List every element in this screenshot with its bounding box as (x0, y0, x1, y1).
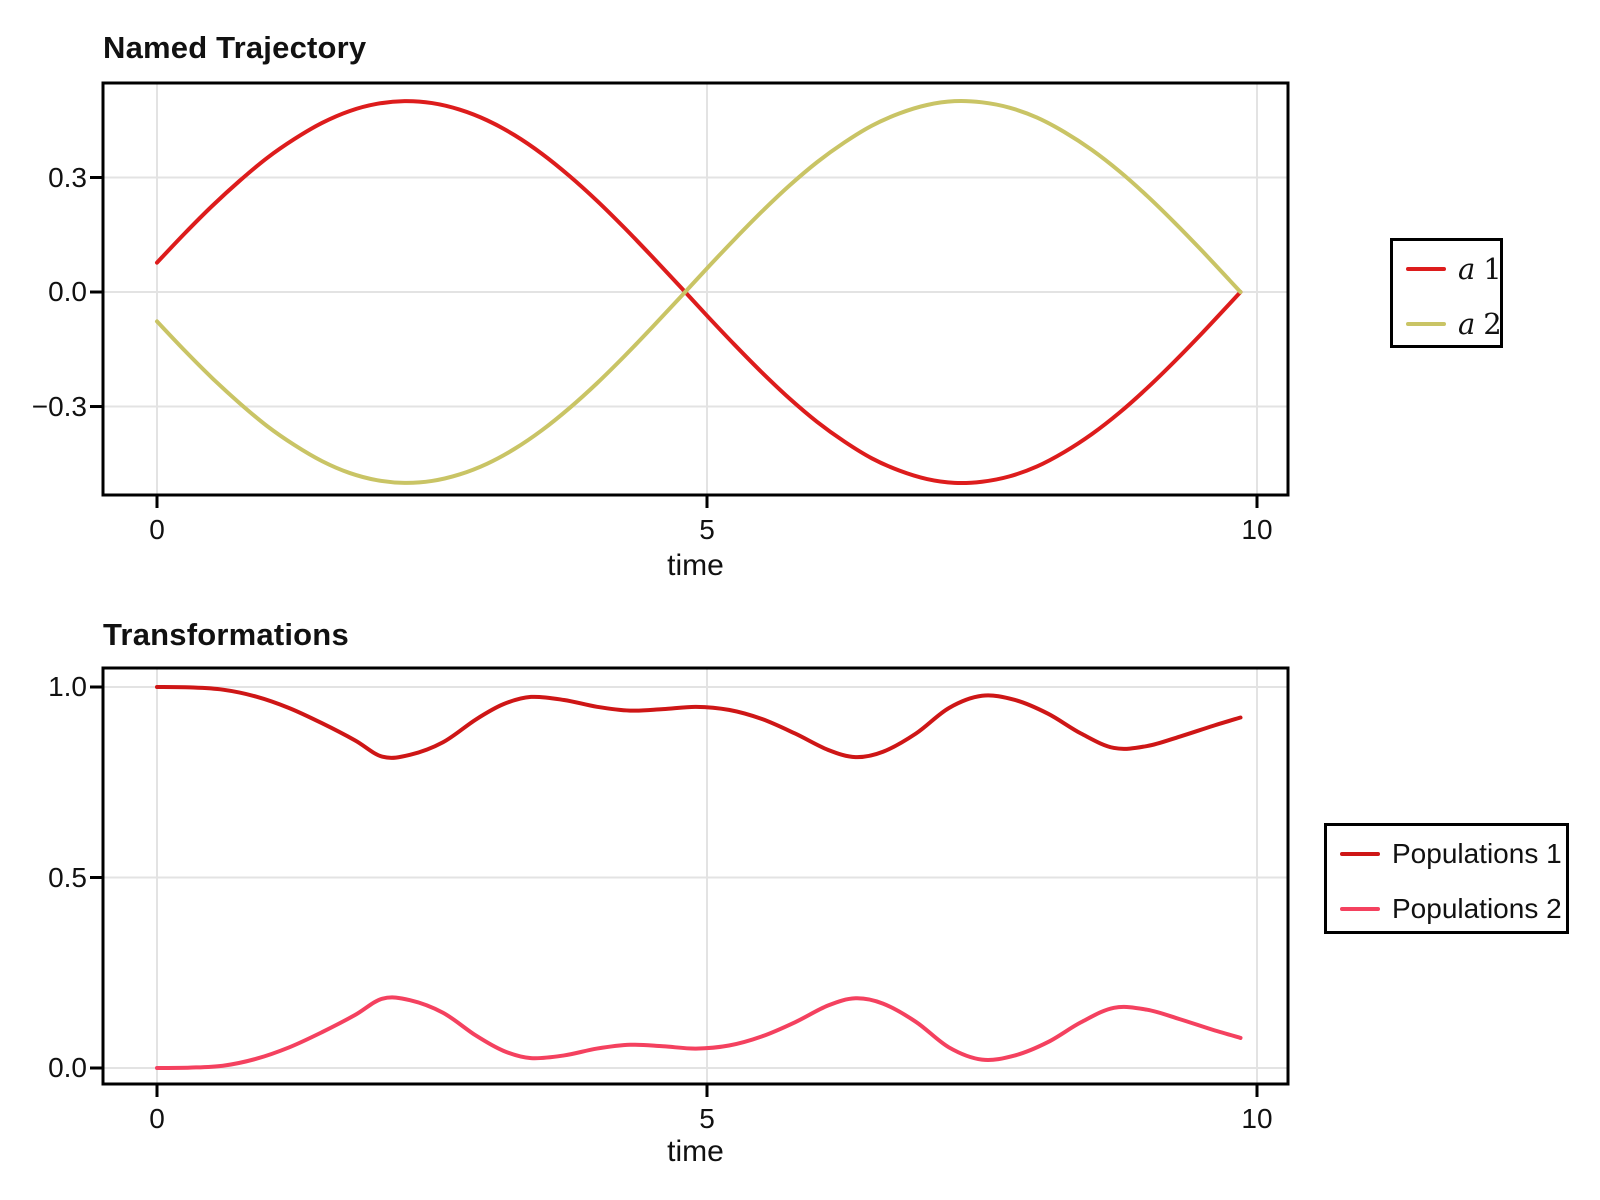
legend-label: Populations 1 (1392, 838, 1562, 869)
chart2-title: Transformations (103, 617, 349, 652)
chart2-x-tick-label: 10 (1241, 1103, 1273, 1134)
chart1-x-tick-label: 10 (1241, 514, 1273, 545)
chart1-plot-area (90, 81, 1290, 508)
legend-line-swatch (1340, 852, 1380, 856)
chart2-y-tick-label: 0.5 (48, 861, 87, 893)
chart2-plot-area (90, 666, 1290, 1097)
legend-line-swatch (1406, 267, 1446, 271)
legend-line-swatch (1406, 322, 1446, 326)
legend-line-swatch (1340, 907, 1380, 911)
chart2-x-axis-label: time (667, 1135, 724, 1168)
chart1-x-axis-label: time (667, 549, 724, 582)
legend-entry: Populations 1 (1340, 838, 1562, 869)
series-line-populations-2 (155, 995, 1243, 1070)
chart1-x-tick-label: 5 (699, 514, 715, 545)
chart1-y-tick-label: 0.3 (48, 161, 87, 193)
chart2-legend: Populations 1 Populations 2 (1324, 823, 1569, 934)
chart1-y-tick-label: 0.0 (48, 276, 87, 307)
chart2-y-tick-label: 1.0 (48, 671, 87, 702)
chart1-y-tick-label: −0.3 (31, 390, 87, 422)
chart2-x-tick-label: 5 (699, 1103, 715, 1134)
chart2-x-tick-label: 0 (149, 1103, 165, 1134)
series-line-a-1 (155, 99, 1243, 486)
legend-entry: Populations 2 (1340, 893, 1562, 924)
chart1-x-tick-label: 0 (149, 514, 165, 545)
legend-label: Populations 2 (1392, 893, 1562, 924)
chart1-title: Named Trajectory (103, 30, 367, 65)
chart2-y-tick-label: 0.0 (48, 1051, 87, 1083)
series-line-populations-1 (155, 685, 1243, 760)
series-line-a-2 (155, 99, 1243, 485)
